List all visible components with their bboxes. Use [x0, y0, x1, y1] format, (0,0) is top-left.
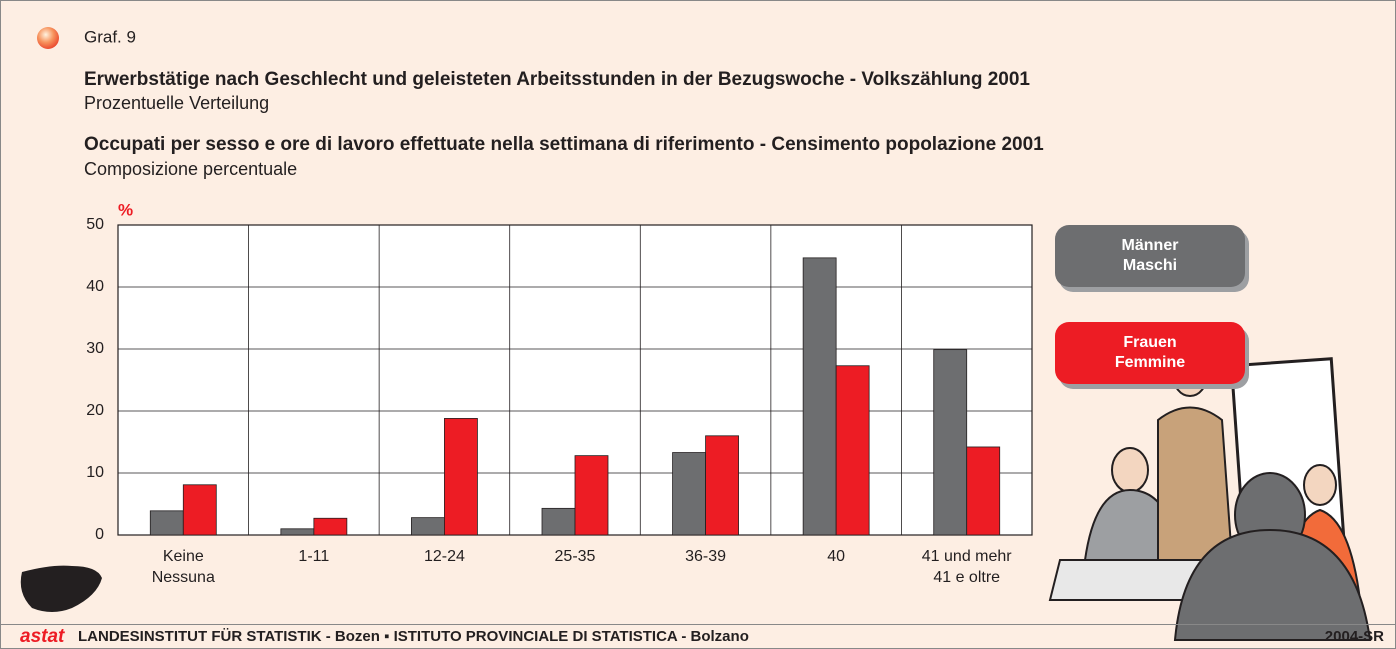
- bar: [802, 257, 837, 536]
- bar: [444, 418, 478, 536]
- y-tick-label: 0: [95, 526, 104, 543]
- x-tick-label-line: 40: [827, 548, 845, 565]
- x-tick-label-line: 12-24: [424, 548, 465, 565]
- chart-subtitle: Prozentuelle Verteilung: [84, 93, 269, 113]
- x-tick-label-line: 1-11: [298, 548, 329, 565]
- bar: [411, 517, 445, 536]
- marker-dot: [37, 27, 59, 49]
- y-tick-label: 20: [86, 402, 104, 419]
- y-tick-label: 40: [86, 278, 104, 295]
- bar: [149, 510, 184, 536]
- logo-map: [20, 565, 102, 612]
- x-tick-label: 1-11: [298, 548, 329, 565]
- x-tick-label-line: 41 und mehr: [922, 548, 1013, 565]
- bar: [280, 528, 315, 536]
- bar: [182, 484, 217, 536]
- y-tick-label: 30: [86, 340, 104, 357]
- bar: [574, 455, 609, 536]
- footer-rule: [0, 624, 1396, 625]
- x-tick-label-line: 36-39: [685, 548, 726, 565]
- x-tick-label-line: 41 e oltre: [933, 569, 1000, 586]
- footer-text: LANDESINSTITUT FÜR STATISTIK - Bozen ▪ I…: [78, 628, 749, 645]
- x-tick-label: 41 und mehr 41 e oltre: [922, 548, 1013, 586]
- x-tick-label: 12-24: [424, 548, 465, 565]
- chart-title: Erwerbstätige nach Geschlecht und geleis…: [84, 69, 1030, 90]
- legend-label-line: Maschi: [1123, 257, 1177, 274]
- x-tick-label: Keine Nessuna: [152, 548, 215, 586]
- y-tick-label: 10: [86, 464, 104, 481]
- illustration: [1048, 353, 1372, 641]
- chart-label: Graf. 9: [84, 27, 136, 46]
- legend-swatch: [1055, 322, 1245, 384]
- chart-subtitle-it: Composizione percentuale: [84, 159, 297, 179]
- bar: [672, 452, 706, 536]
- x-tick-label-line: Nessuna: [152, 569, 215, 586]
- legend-swatch: [1055, 225, 1245, 287]
- legend-label: Männer Maschi: [1122, 237, 1179, 274]
- bar: [705, 435, 739, 536]
- bar: [313, 517, 348, 536]
- bar: [835, 365, 870, 536]
- legend-label-line: Männer: [1122, 237, 1179, 254]
- x-tick-label: 40: [827, 548, 845, 565]
- bar: [933, 349, 968, 536]
- y-tick-label: 50: [86, 216, 104, 233]
- chart-title-it: Occupati per sesso e ore di lavoro effet…: [84, 134, 1044, 155]
- x-tick-label: 36-39: [685, 548, 726, 565]
- footer-logo: astat: [20, 626, 65, 647]
- bar: [966, 446, 1001, 536]
- footer-code: 2004-SR: [1325, 628, 1384, 645]
- x-tick-label: 25-35: [555, 548, 596, 565]
- y-axis-unit: %: [118, 200, 133, 219]
- bar: [541, 507, 576, 536]
- x-tick-label-line: Keine: [163, 548, 204, 565]
- legend-label-line: Femmine: [1115, 354, 1185, 371]
- legend-label: Frauen Femmine: [1115, 334, 1185, 371]
- legend-label-line: Frauen: [1123, 334, 1176, 351]
- x-tick-label-line: 25-35: [555, 548, 596, 565]
